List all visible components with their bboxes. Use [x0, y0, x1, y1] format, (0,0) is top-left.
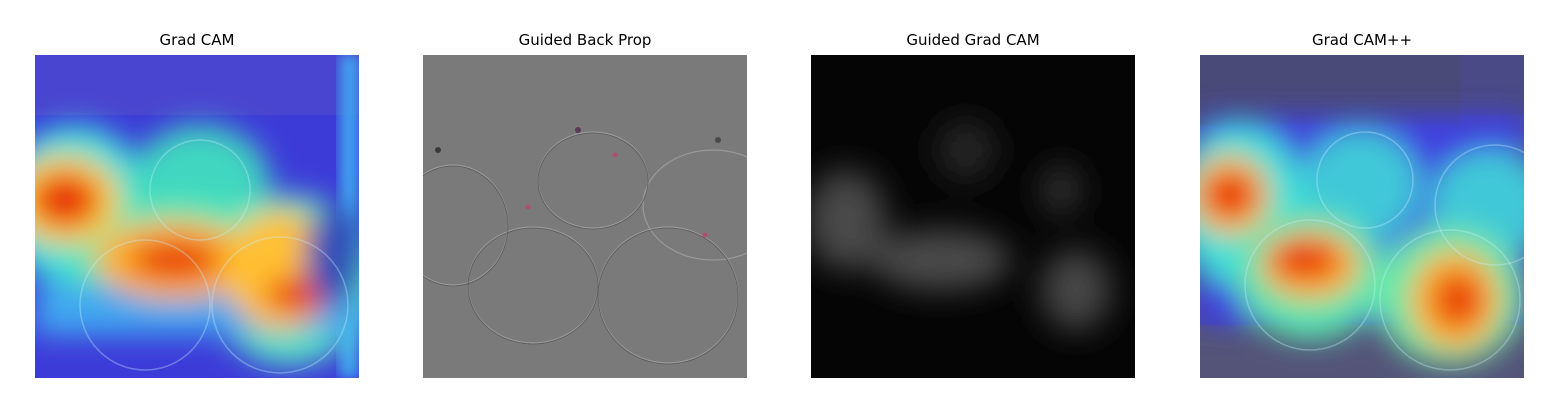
panel-title: Guided Back Prop	[518, 31, 652, 49]
guided-gradcam-image	[811, 55, 1135, 378]
panel-title: Grad CAM++	[1311, 31, 1413, 49]
panel-guided-gradcam: Guided Grad CAM	[811, 0, 1135, 419]
guided-backprop-image	[423, 55, 747, 378]
gradcam-plus-plus-image	[1200, 55, 1524, 378]
panel-title: Grad CAM	[159, 31, 235, 49]
gradcam-image	[35, 55, 359, 378]
panel-gradcam: Grad CAM	[35, 0, 359, 419]
panel-title: Guided Grad CAM	[906, 31, 1040, 49]
panel-guided-backprop: Guided Back Prop	[423, 0, 747, 419]
panel-gradcam-plus-plus: Grad CAM++	[1200, 0, 1524, 419]
